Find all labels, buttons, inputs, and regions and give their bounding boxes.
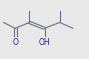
Text: OH: OH — [39, 38, 50, 47]
Text: O: O — [12, 38, 18, 47]
